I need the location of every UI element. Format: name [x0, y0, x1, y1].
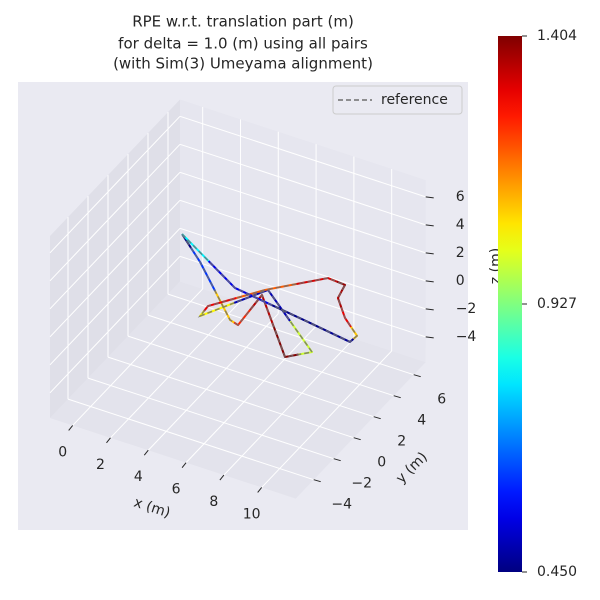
chart-title: RPE w.r.t. translation part (m) — [132, 13, 354, 31]
tick-mark — [219, 474, 225, 481]
tick-mark — [68, 425, 74, 431]
z-tick-label: 2 — [456, 245, 465, 261]
tick-mark — [313, 479, 321, 483]
grid-line — [127, 335, 374, 418]
grid-line — [179, 227, 426, 310]
grid-line — [179, 115, 426, 198]
x-tick-label: 2 — [96, 457, 105, 473]
tick-mark — [425, 280, 434, 283]
z-tick-label: 6 — [456, 189, 465, 205]
x-tick-label: 10 — [243, 506, 261, 522]
reference-line — [181, 233, 359, 358]
z-tick-label: 0 — [456, 273, 465, 289]
grid-line — [179, 199, 426, 282]
grid-line — [49, 227, 181, 366]
chart-title: for delta = 1.0 (m) using all pairs — [118, 35, 368, 53]
x-tick-label: 0 — [58, 444, 67, 460]
grid-line — [179, 143, 426, 226]
grid-line — [67, 398, 314, 481]
tick-mark — [393, 395, 401, 399]
x-tick-label: 6 — [172, 482, 181, 498]
colorbar-tick-label: 0.927 — [537, 296, 577, 312]
y-tick-label: −4 — [331, 497, 352, 513]
floor-pane — [50, 281, 426, 499]
tick-mark — [181, 462, 187, 468]
grid-line — [179, 255, 426, 338]
tick-mark — [413, 374, 421, 378]
tick-mark — [143, 449, 149, 456]
grid-line — [107, 356, 354, 439]
tick-mark — [425, 224, 434, 227]
grid-line — [110, 300, 241, 439]
legend-label: reference — [381, 92, 448, 108]
tick-mark — [425, 196, 434, 199]
grid-line — [147, 313, 279, 451]
colorbar-tick-label: 1.404 — [537, 28, 577, 44]
grid-line — [167, 293, 414, 376]
chart-title: (with Sim(3) Umeyama alignment) — [113, 55, 373, 73]
grid-line — [49, 143, 181, 282]
grid-line — [49, 171, 181, 310]
z-tick-label: −2 — [456, 301, 477, 317]
y-tick-label: −2 — [351, 476, 372, 492]
grid-line — [49, 199, 181, 338]
tick-mark — [353, 437, 361, 441]
grid-line — [147, 314, 394, 397]
grid-line — [185, 325, 317, 463]
colorbar-tick-label: 0.450 — [537, 564, 577, 580]
grid-line — [223, 338, 355, 476]
grid-line — [49, 115, 181, 254]
tick-mark — [333, 458, 341, 462]
y-tick-label: 6 — [437, 392, 446, 408]
z-tick-label: −4 — [456, 329, 477, 345]
tick-mark — [257, 487, 263, 493]
y-tick-label: 0 — [377, 455, 386, 471]
x-tick-label: 4 — [134, 469, 143, 485]
colorbar — [498, 36, 522, 572]
tick-mark — [373, 416, 381, 420]
x-tick-label: 8 — [209, 494, 218, 510]
grid-line — [179, 171, 426, 254]
y-tick-label: 4 — [417, 413, 426, 429]
tick-mark — [425, 252, 434, 255]
grid-line — [261, 350, 393, 488]
z-tick-label: 4 — [456, 217, 465, 233]
legend-box — [332, 85, 463, 115]
tick-mark — [425, 308, 434, 311]
tick-mark — [106, 437, 111, 444]
grid-line — [72, 288, 204, 426]
tick-mark — [425, 336, 434, 339]
grid-line — [49, 255, 181, 394]
grid-line — [87, 377, 334, 460]
y-tick-label: 2 — [397, 434, 406, 450]
